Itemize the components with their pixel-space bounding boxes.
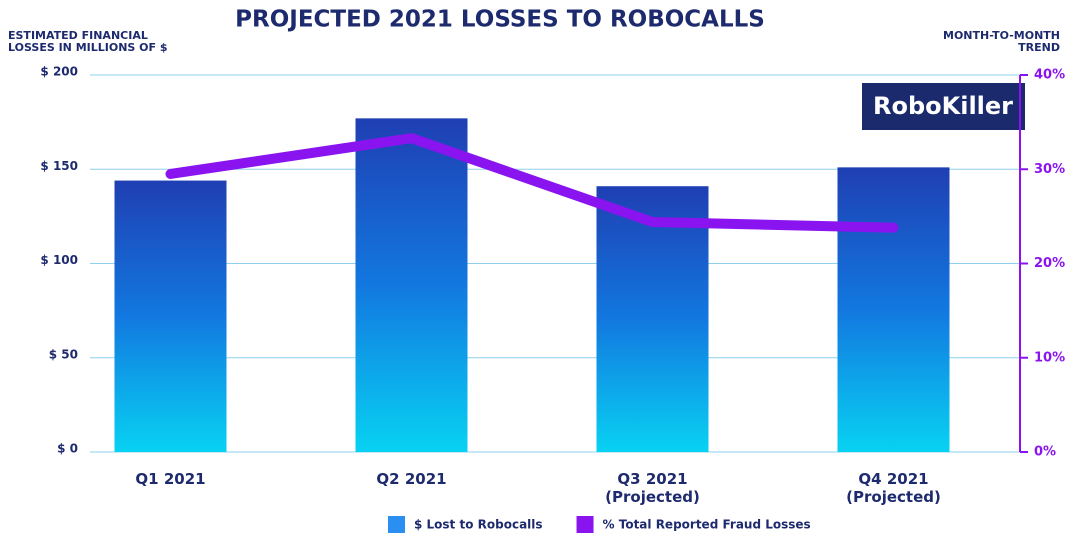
y-tick-label: $ 100	[40, 253, 78, 267]
x-tick-label: Q1 2021	[135, 470, 206, 488]
y2-axis-title: MONTH-TO-MONTH TREND	[943, 29, 1060, 54]
y-tick-label: $ 0	[57, 442, 78, 456]
y-axis-title: ESTIMATED FINANCIAL LOSSES IN MILLIONS O…	[8, 29, 168, 54]
line	[165, 133, 899, 233]
y-tick-label: $ 50	[49, 347, 78, 361]
y2-tick-label: 40%	[1034, 68, 1065, 83]
y-tick-label: $ 150	[40, 159, 78, 173]
legend-swatch	[388, 516, 405, 533]
bar	[355, 118, 468, 452]
y2-tick-label: 30%	[1034, 162, 1065, 177]
y2-tick-label: 10%	[1034, 350, 1065, 365]
chart-title: PROJECTED 2021 LOSSES TO ROBOCALLS	[235, 7, 765, 33]
bar	[837, 167, 950, 453]
y2-tick-label: 20%	[1034, 256, 1065, 271]
legend-label: % Total Reported Fraud Losses	[603, 518, 811, 532]
x-tick-label: Q2 2021	[376, 470, 447, 488]
logo: RoboKiller	[873, 92, 1013, 120]
bar	[114, 180, 227, 452]
y-tick-label: $ 200	[40, 65, 78, 79]
legend-label: $ Lost to Robocalls	[414, 518, 543, 532]
x-tick-label: Q4 2021 (Projected)	[846, 470, 941, 506]
x-tick-label: Q3 2021 (Projected)	[605, 470, 700, 506]
logo-box	[862, 83, 1025, 130]
y2-tick-label: 0%	[1034, 445, 1056, 460]
bar	[596, 186, 709, 452]
legend-swatch	[576, 516, 594, 533]
